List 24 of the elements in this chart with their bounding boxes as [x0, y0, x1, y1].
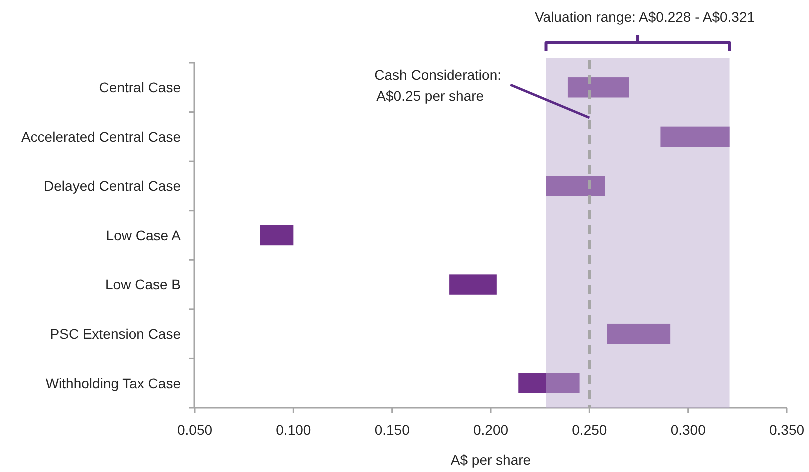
bar	[450, 274, 497, 295]
x-tick-label: 0.100	[276, 422, 312, 438]
band-label: Valuation range: A$0.228 - A$0.321	[535, 9, 756, 25]
y-tick-label: Central Case	[99, 80, 182, 96]
bar	[260, 225, 294, 246]
bar	[546, 176, 606, 196]
x-tick-label: 0.250	[572, 422, 608, 438]
y-tick-label: Withholding Tax Case	[46, 375, 182, 392]
bar	[518, 373, 580, 394]
bar	[660, 126, 730, 148]
y-tick-label: PSC Extension Case	[50, 326, 182, 342]
bar	[568, 78, 630, 98]
y-tick-label: Accelerated Central Case	[21, 128, 182, 145]
x-axis-title: A$ per share	[450, 452, 532, 468]
bar	[607, 324, 671, 344]
y-tick-label: Low Case B	[106, 276, 181, 293]
x-tick-label: 0.150	[374, 422, 410, 438]
y-tick-label: Low Case A	[106, 227, 182, 244]
x-tick-label: 0.050	[177, 422, 213, 438]
x-tick-label: 0.300	[670, 422, 706, 438]
y-tick-label: Delayed Central Case	[44, 178, 182, 194]
ref-line-label: Cash Consideration: A$0.25 per share	[374, 67, 502, 104]
x-tick-label: 0.350	[769, 422, 805, 438]
x-tick-label: 0.200	[473, 422, 509, 438]
